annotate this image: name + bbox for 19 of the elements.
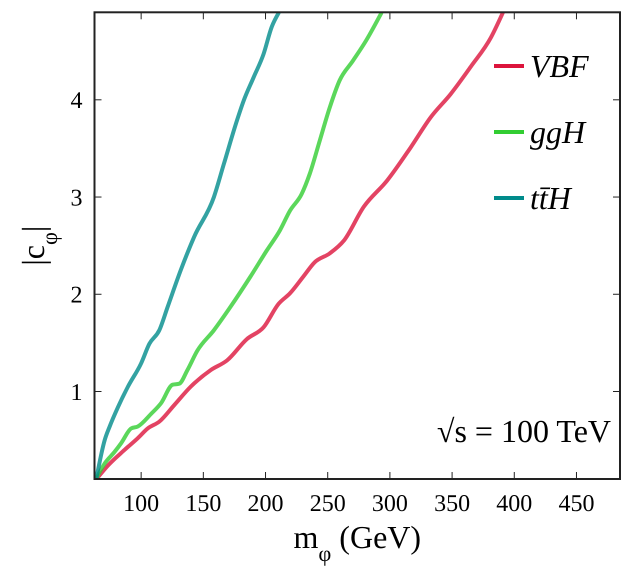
legend-label: VBF: [530, 48, 590, 84]
x-tick-label: 350: [434, 491, 470, 517]
x-tick-label: 150: [185, 491, 222, 517]
x-tick-label: 200: [248, 491, 284, 517]
y-tick-label: 3: [70, 185, 82, 212]
y-tick-label: 1: [70, 380, 82, 406]
x-tick-label: 400: [496, 491, 532, 517]
line-series: [94, 12, 280, 479]
x-tick-label: 450: [558, 491, 594, 517]
x-tick-label: 300: [372, 491, 408, 517]
line-series: [96, 12, 505, 479]
legend-label: ggH: [530, 114, 587, 150]
y-tick-label: 2: [70, 282, 82, 309]
x-tick-label: 100: [123, 491, 160, 517]
y-tick-label: 4: [70, 88, 82, 114]
legend-label: tt̄H: [530, 180, 573, 216]
x-axis-title: m$_{φ}$ (GeV): [293, 519, 422, 566]
annotation: √s = 100 TeV: [436, 413, 611, 449]
x-tick-label: 250: [310, 491, 346, 517]
